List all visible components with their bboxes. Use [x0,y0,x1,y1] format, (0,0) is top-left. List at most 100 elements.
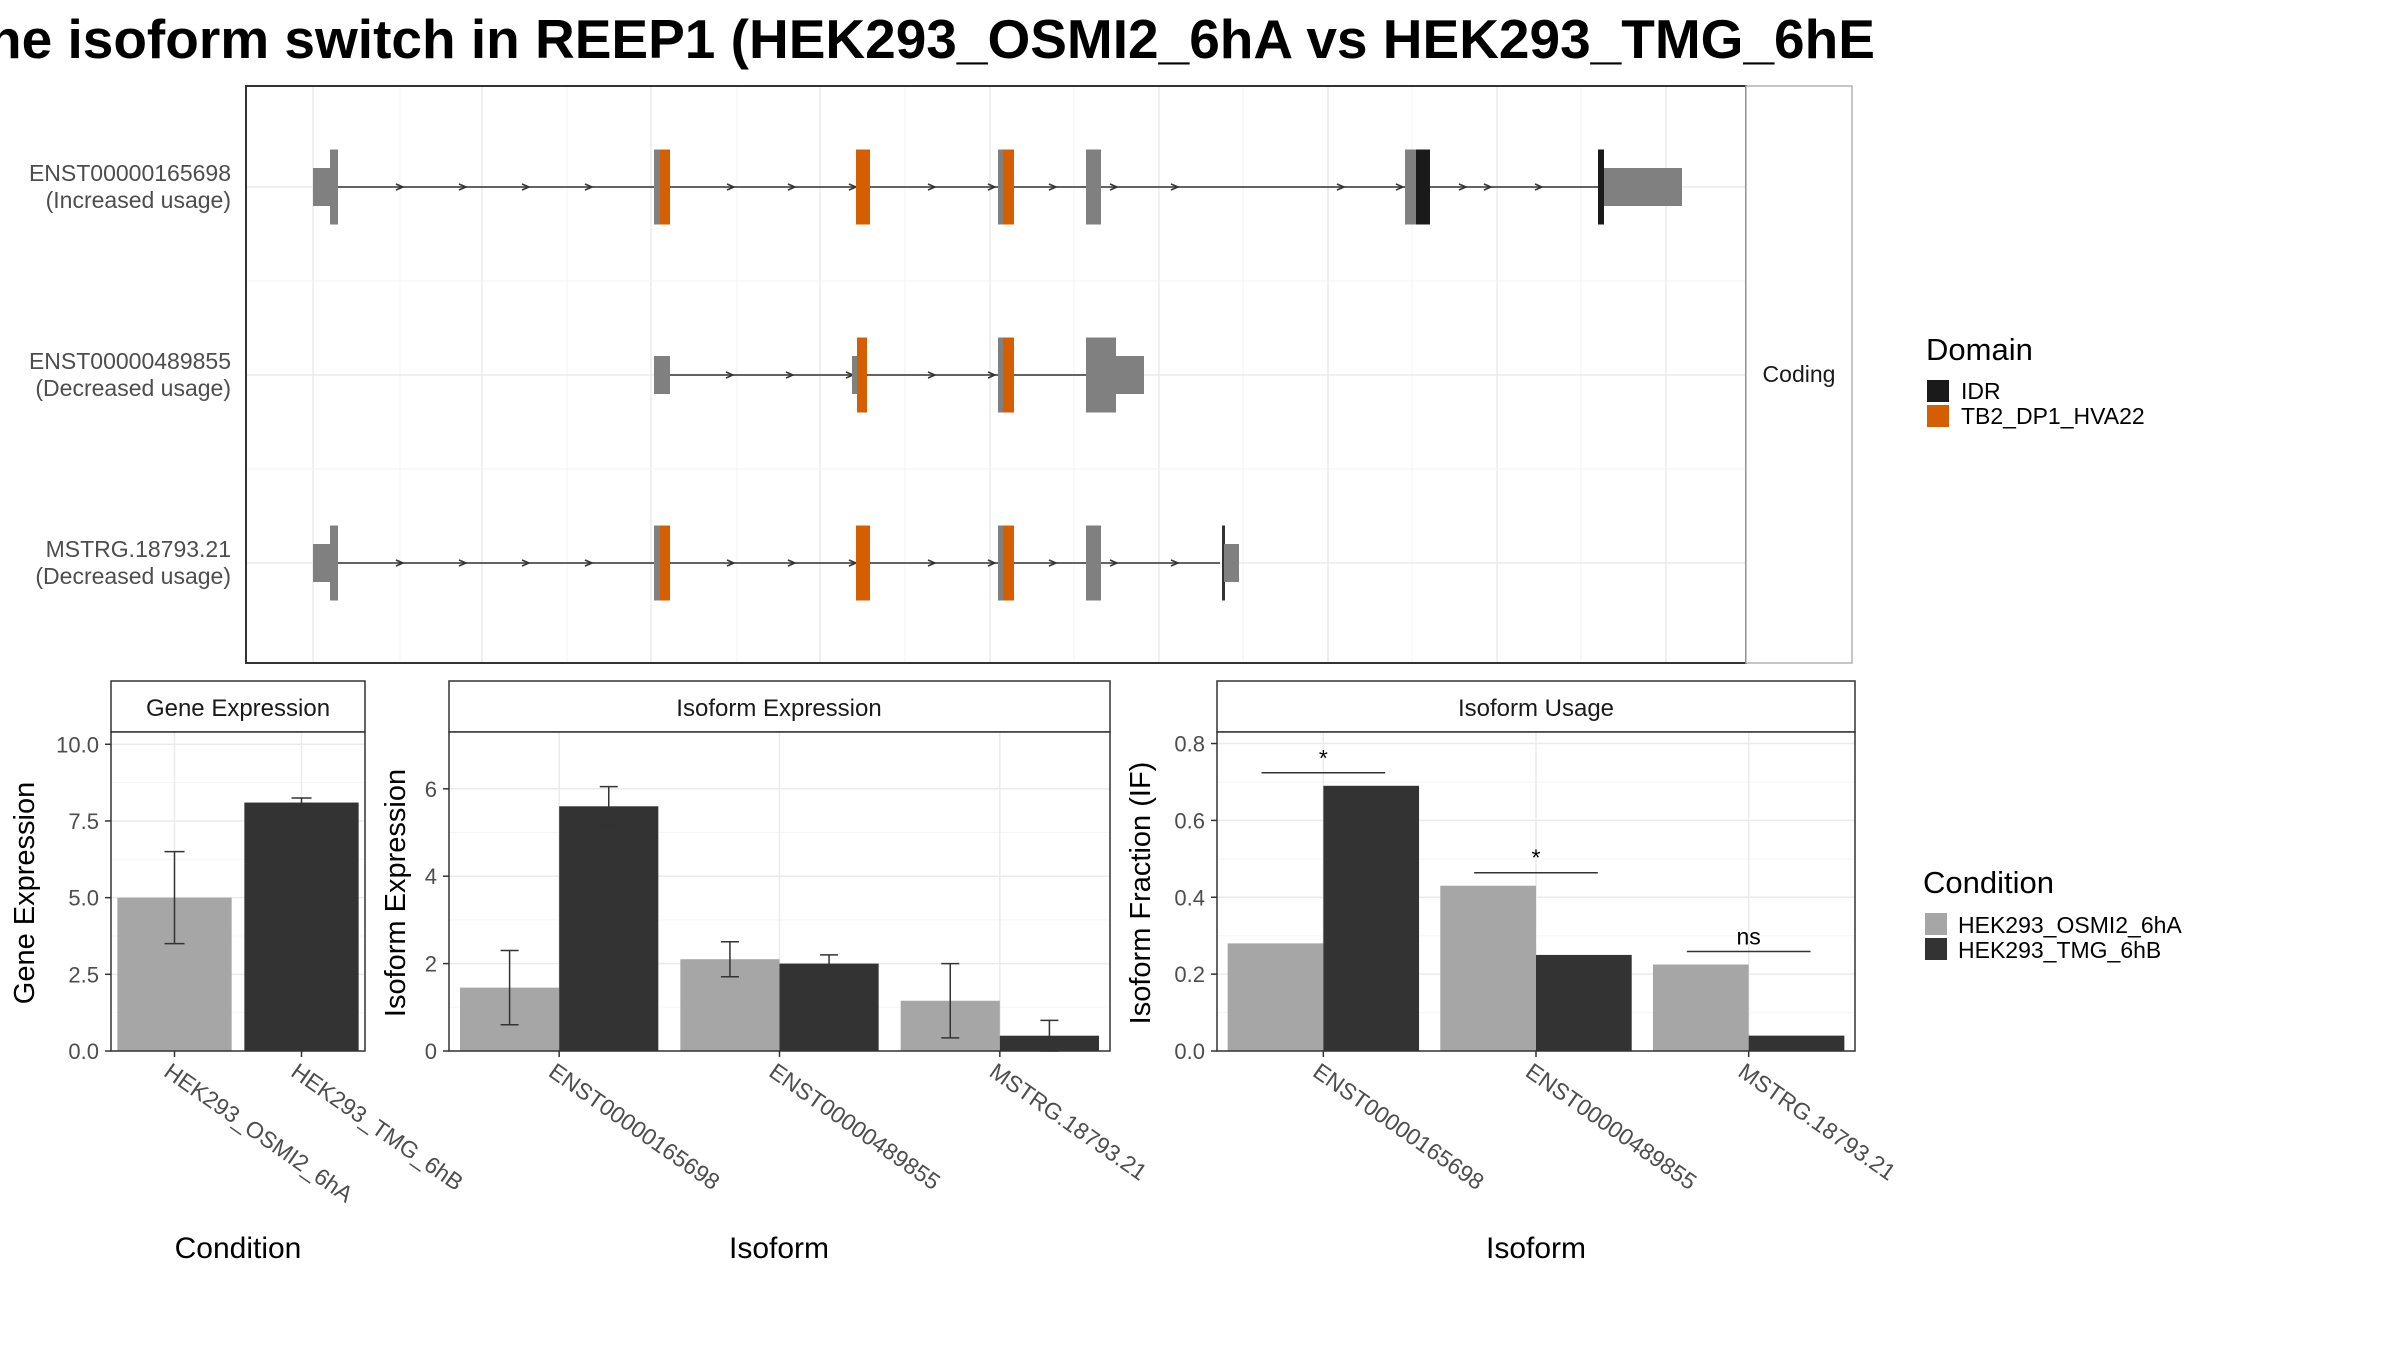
y-axis-title: Isoform Expression [380,769,412,1017]
domain-legend-title: Domain [1926,332,2033,367]
cds-exon [330,525,338,601]
bar [1227,943,1324,1051]
significance-label: * [1532,845,1541,871]
tb2-domain [660,525,670,601]
utr-exon [313,168,333,206]
y-axis-title: Isoform Fraction (IF) [1125,762,1157,1025]
cds-exon [1598,149,1604,225]
legend-label-tmg: HEK293_TMG_6hB [1958,937,2161,963]
y-tick-label: 0 [425,1039,437,1064]
intron-arrow [1534,183,1544,191]
intron-arrow [987,559,997,567]
tb2-domain [660,149,670,225]
y-tick-label: 6 [425,777,437,802]
plot-border [110,731,366,1052]
intron-arrow [1048,183,1058,191]
intron-arrow [584,183,594,191]
cds-exon [1405,149,1419,225]
structure-features [313,149,1682,601]
panel-title: Gene Expression [146,695,330,722]
x-tick-label: ENST00000165698 [544,1058,724,1195]
cds-exon [330,149,338,225]
panel-title: Isoform Usage [1458,695,1614,722]
intron-arrow [521,559,531,567]
condition-legend: Condition HEK293_OSMI2_6hA HEK293_TMG_6h… [1923,865,2182,963]
tb2-domain [856,149,870,225]
x-axis-title: Isoform [729,1232,829,1265]
tb2-domain [1003,337,1014,413]
y-tick-label: 0.6 [1174,808,1205,833]
intron-arrow [1170,559,1180,567]
intron-arrow [1109,559,1119,567]
x-tick-label: ENST00000165698 [1308,1058,1488,1195]
legend-swatch-idr [1927,380,1949,402]
bar [559,806,659,1051]
x-tick-label: ENST00000489855 [765,1058,945,1195]
intron-arrow [1109,183,1119,191]
y-tick-label: 2.5 [68,962,99,987]
cds-exon [1086,337,1116,413]
legend-label-osmi2: HEK293_OSMI2_6hA [1958,912,2182,938]
y-tick-label: 0.2 [1174,962,1205,987]
intron-arrow [725,371,735,379]
y-tick-label: 10.0 [56,732,99,757]
intron-arrow [1048,559,1058,567]
tb2-domain [857,337,867,413]
panel-title: Isoform Expression [676,695,881,722]
x-axis-title: Condition [175,1232,302,1265]
bar-panel-2: Isoform Expression 0 2 4 6 ENST00000165698 ENS… [380,680,1152,1265]
y-tick-label: 0.0 [1174,1039,1205,1064]
y-tick-label: 0.8 [1174,732,1205,757]
intron-arrow [726,559,736,567]
intron-arrow [395,559,405,567]
x-axis-title: Isoform [1486,1232,1586,1265]
y-tick-label: 5.0 [68,886,99,911]
legend-label-tb2: TB2_DP1_HVA22 [1961,403,2145,429]
idr-domain [1416,149,1430,225]
bar [1536,954,1632,1051]
row-name-2: ENST00000489855 [29,348,231,374]
utr-exon [654,356,670,394]
utr-exon [1114,356,1144,394]
y-tick-label: 0.4 [1174,885,1205,910]
intron-arrow [584,559,594,567]
significance-label: ns [1737,924,1761,950]
intron-arrow [1483,183,1493,191]
row-status-2: (Decreased usage) [35,375,231,401]
utr-exon [852,356,858,394]
cds-exon [1086,525,1101,601]
legend-label-idr: IDR [1961,378,2001,404]
tb2-domain [1003,149,1014,225]
intron-arrow [927,183,937,191]
bar [1652,964,1749,1051]
tb2-domain [1003,525,1014,601]
intron-arrow [787,183,797,191]
x-tick-label: MSTRG.18793.21 [985,1058,1152,1186]
y-tick-label: 4 [425,864,437,889]
significance-label: * [1319,745,1328,771]
y-axis-title: Gene Expression [9,782,41,1004]
structure-panel: Coding ENST00000165698 (Increased usage)… [29,85,1853,664]
intron-arrow [787,559,797,567]
domain-legend: Domain IDR TB2_DP1_HVA22 [1926,332,2145,429]
cds-exon [1222,525,1225,601]
legend-swatch-tmg [1925,938,1947,960]
row-name-3: MSTRG.18793.21 [46,536,231,562]
coding-strip-label: Coding [1763,361,1836,387]
bar [1323,785,1420,1051]
cds-exon [1086,149,1101,225]
x-tick-label: ENST00000489855 [1521,1058,1701,1195]
y-tick-label: 0.0 [68,1039,99,1064]
utr-exon [1604,168,1682,206]
intron-arrow [395,183,405,191]
y-tick-label: 2 [425,952,437,977]
y-tick-label: 7.5 [68,809,99,834]
bar-panel-3: Isoform Usage 0.0 0.2 0.4 0.6 0.8 * * ns ENST0000… [1125,680,1901,1265]
row-name-1: ENST00000165698 [29,160,231,186]
utr-exon [313,544,333,582]
row-status-3: (Decreased usage) [35,563,231,589]
intron-arrow [1395,183,1405,191]
tb2-domain [856,525,870,601]
intron-arrow [987,371,997,379]
